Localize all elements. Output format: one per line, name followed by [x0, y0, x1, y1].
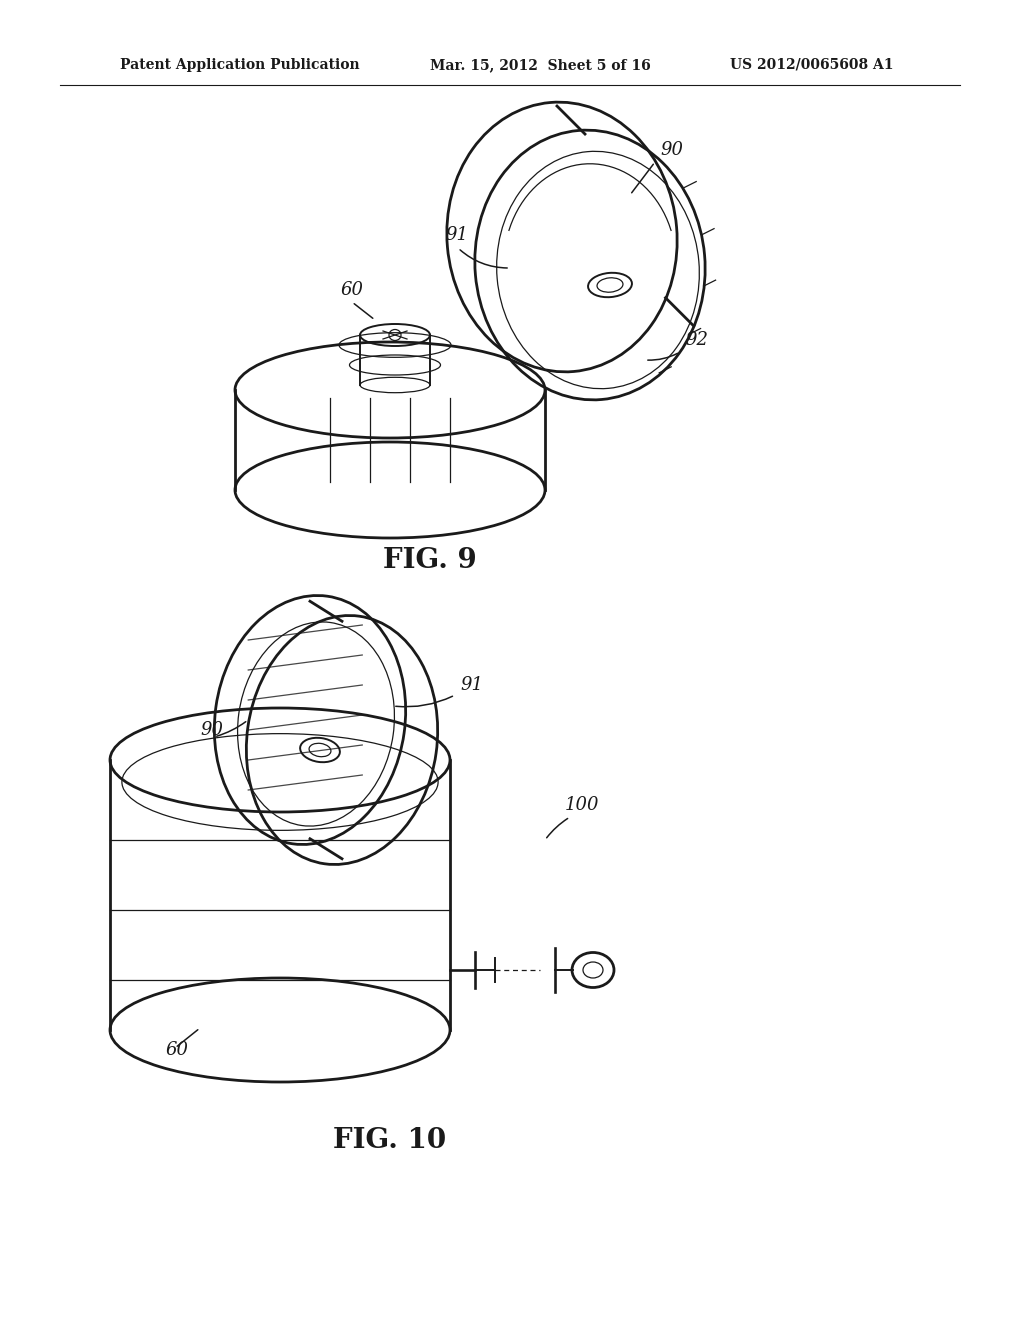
- Text: FIG. 9: FIG. 9: [383, 546, 477, 573]
- Text: 90: 90: [660, 141, 683, 158]
- Text: Patent Application Publication: Patent Application Publication: [120, 58, 359, 73]
- Text: 100: 100: [565, 796, 599, 814]
- Text: 60: 60: [165, 1041, 188, 1059]
- Text: Mar. 15, 2012  Sheet 5 of 16: Mar. 15, 2012 Sheet 5 of 16: [430, 58, 650, 73]
- Text: 60: 60: [340, 281, 362, 300]
- Text: FIG. 10: FIG. 10: [334, 1126, 446, 1154]
- Text: 91: 91: [460, 676, 483, 694]
- Text: 91: 91: [445, 226, 468, 244]
- Text: 90: 90: [200, 721, 223, 739]
- Text: 92: 92: [685, 331, 708, 348]
- Text: US 2012/0065608 A1: US 2012/0065608 A1: [730, 58, 894, 73]
